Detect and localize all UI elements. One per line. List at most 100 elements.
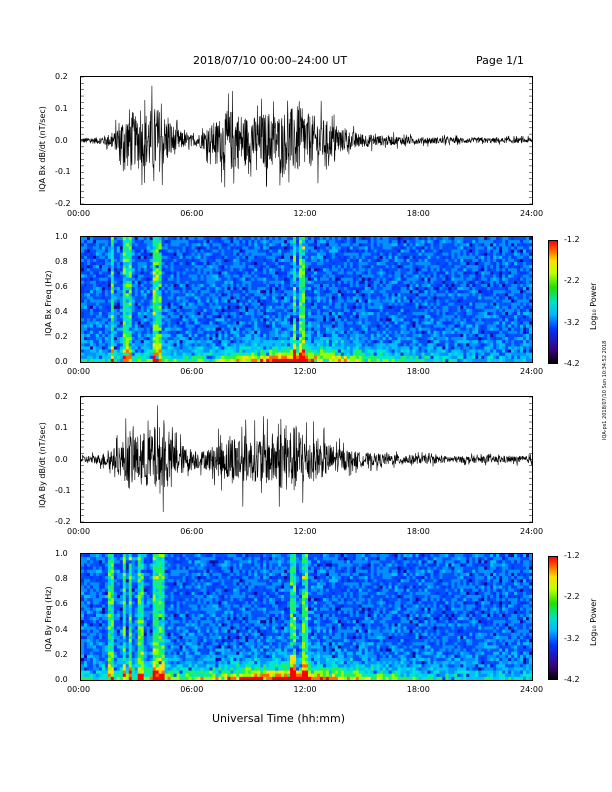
spectrogram-cell [418,249,422,254]
spectrogram-cell [257,349,261,354]
spectrogram-cell [155,277,160,282]
spectrogram-cell [101,258,106,263]
spectrogram-cell [406,312,410,316]
spectrogram-cell [113,333,118,338]
spectrogram-cell [412,252,416,257]
spectrogram-cell [373,305,378,310]
spectrogram-cell [221,343,225,347]
spectrogram-cell [343,299,348,304]
spectrogram-cell [266,355,270,360]
spectrogram-cell [263,271,267,275]
spectrogram-cell [200,315,204,319]
spectrogram-cell [406,246,410,250]
spectrogram-cell [143,287,148,291]
spectrogram-cell [343,327,348,332]
spectrogram-cell [179,277,183,282]
spectrogram-cell [263,312,267,316]
spectrogram-cell [203,308,207,313]
spectrogram-cell [439,352,443,357]
spectrogram-cell [194,293,198,297]
spectrogram-cell [92,280,97,285]
spectrogram-cell [322,287,327,291]
spectrogram-cell [239,318,243,322]
spectrogram-cell [95,283,100,288]
spectrogram-cell [113,243,118,247]
spectrogram-cell [146,293,151,297]
spectrogram-cell [302,293,306,297]
spectrogram-cell [439,293,443,297]
spectrogram-cell [370,305,375,310]
spectrogram-cell [409,308,413,313]
spectrogram-cell [403,315,407,319]
spectrogram-cell [149,255,154,260]
spectrogram-cell [113,246,118,250]
spectrogram-cell [302,337,306,341]
spectrogram-cell [194,355,198,360]
spectrogram-cell [230,346,234,350]
spectrogram-cell [113,280,118,285]
spectrogram-cell [152,274,157,279]
spectrogram-cell [101,321,106,325]
spectrogram-cell [355,243,360,247]
spectrogram-cell [340,268,345,272]
spectrogram-cell [388,265,393,269]
spectrogram-cell [328,290,333,294]
spectrogram-cell [131,346,136,350]
spectrogram-cell [290,237,294,241]
spectrogram-cell [266,330,270,335]
spectrogram-cell [158,318,163,322]
spectrogram-cell [182,308,186,313]
spectrogram-cell [388,308,393,313]
spectrogram-cell [260,340,264,344]
spectrogram-cell [233,333,237,338]
spectrogram-cell [388,352,393,357]
spectrogram-cell [343,302,348,307]
spectrogram-cell [209,252,213,257]
spectrogram-cell [152,255,157,260]
spectrogram-cell [263,352,267,357]
spectrogram-cell [81,352,85,357]
spectrogram-cell [81,337,85,341]
spectrogram-cell [152,315,157,319]
spectrogram-cell [227,258,231,263]
spectrogram-cell [194,327,198,332]
spectrogram-cell [325,265,330,269]
spectrogram-cell [218,352,222,357]
spectrogram-cell [373,293,378,297]
spectrogram-cell [239,346,243,350]
spectrogram-cell [81,305,85,310]
spectrogram-cell [113,249,118,254]
spectrogram-cell [313,302,318,307]
spectrogram-cell [415,293,419,297]
spectrogram-cell [164,274,169,279]
spectrogram-cell [436,299,440,304]
spectrogram-cell [182,299,186,304]
spectrogram-cell [116,315,121,319]
spectrogram-cell [236,274,240,279]
spectrogram-cell [272,258,276,263]
spectrogram-cell [92,243,97,247]
spectrogram-cell [299,333,303,338]
spectrogram-cell [137,265,142,269]
spectrogram-cell [346,243,351,247]
spectrogram-cell [179,346,183,350]
spectrogram-cell [95,296,100,300]
spectrogram-cell [397,346,401,350]
spectrogram-cell [170,333,174,338]
spectrogram-cell [331,340,336,344]
spectrogram-cell [352,330,357,335]
spectrogram-cell [170,274,174,279]
spectrogram-cell [424,243,428,247]
spectrogram-cell [275,293,279,297]
spectrogram-cell [173,346,177,350]
spectrogram-cell [212,324,216,329]
spectrogram-cell [83,358,88,362]
spectrogram-cell [337,340,342,344]
spectrogram-cell [305,315,309,319]
spectrogram-cell [278,249,282,254]
spectrogram-cell [358,321,363,325]
spectrogram-cell [322,302,327,307]
spectrogram-cell [224,240,228,244]
spectrogram-cell [266,343,270,347]
spectrogram-cell [263,321,267,325]
